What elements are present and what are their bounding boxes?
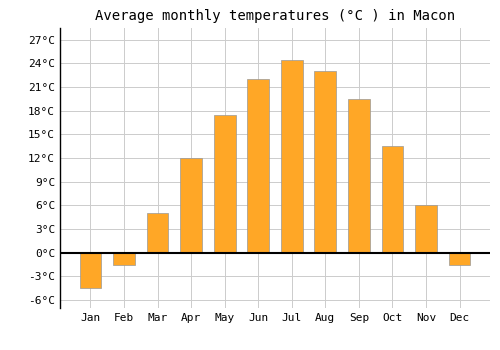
Bar bbox=[281, 60, 302, 253]
Bar bbox=[415, 205, 437, 253]
Bar bbox=[146, 214, 169, 253]
Bar bbox=[80, 253, 102, 288]
Bar bbox=[382, 146, 404, 253]
Bar bbox=[113, 253, 135, 265]
Bar bbox=[448, 253, 470, 265]
Title: Average monthly temperatures (°C ) in Macon: Average monthly temperatures (°C ) in Ma… bbox=[95, 9, 455, 23]
Bar bbox=[314, 71, 336, 253]
Bar bbox=[348, 99, 370, 253]
Bar bbox=[248, 79, 269, 253]
Bar bbox=[180, 158, 202, 253]
Bar bbox=[214, 115, 236, 253]
